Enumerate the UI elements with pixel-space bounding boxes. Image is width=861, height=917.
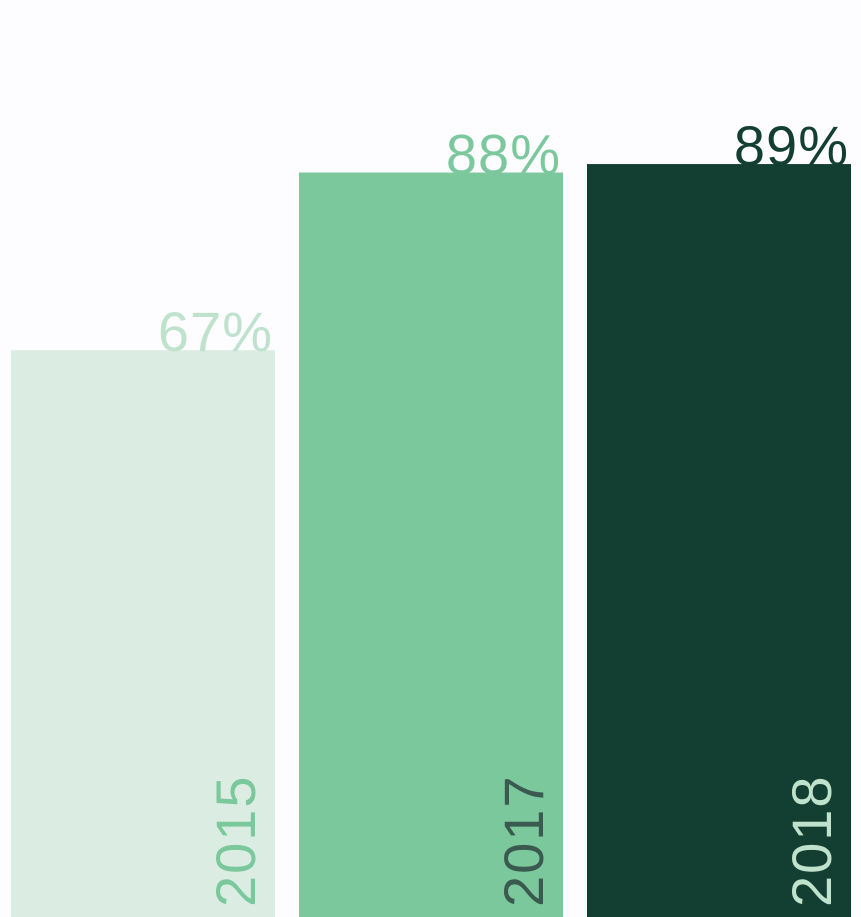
value-label-2018: 89% [734,114,849,177]
category-label-2017: 2017 [492,774,555,907]
bar-2018 [587,164,851,917]
bar-2015 [11,350,275,917]
category-label-2018: 2018 [780,774,843,907]
value-labels-group: 67% 88% 89% [158,114,849,363]
bar-2017 [299,172,563,917]
category-label-2015: 2015 [204,774,267,907]
category-labels-group: 2015 2017 2018 [204,774,843,907]
value-label-2017: 88% [446,123,561,186]
value-label-2015: 67% [158,300,273,363]
bars-group [11,164,851,917]
